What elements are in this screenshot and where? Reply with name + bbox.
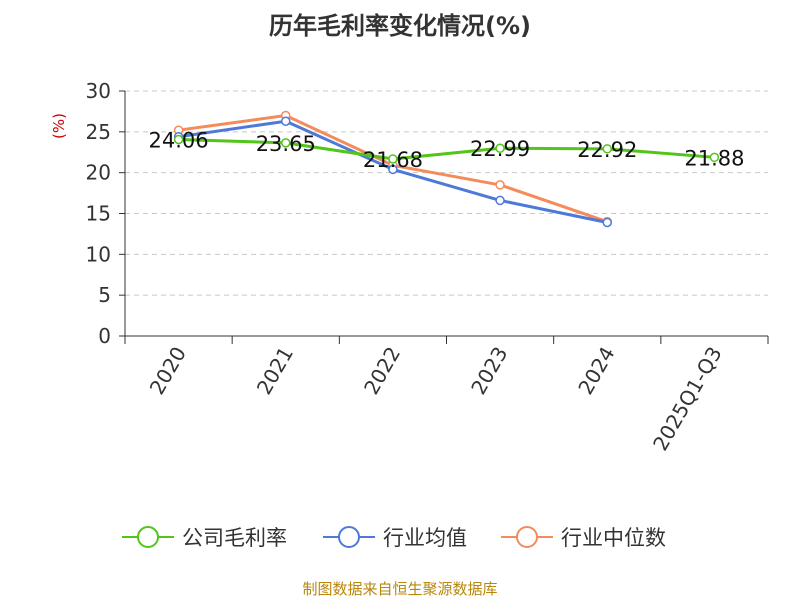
- data-point: [388, 154, 398, 164]
- data-point: [495, 143, 505, 153]
- data-point: [281, 138, 291, 148]
- data-label: 24.06: [149, 129, 209, 153]
- source-footer: 制图数据来自恒生聚源数据库: [302, 580, 498, 598]
- x-tick-labels: 2020 2021 2022 2023 2024 2025Q1-Q3: [145, 343, 727, 455]
- data-point: [495, 195, 505, 206]
- x-tick-label: 2024: [573, 343, 619, 399]
- axes: [119, 90, 769, 344]
- legend-item: 行业均值: [323, 526, 467, 550]
- legend-label: 行业中位数: [561, 526, 666, 550]
- data-point: [495, 180, 505, 190]
- data-point: [602, 144, 612, 154]
- data-label: 21.88: [684, 146, 744, 170]
- data-labels: 24.06 23.65 21.68 22.99 22.92 21.88: [149, 129, 745, 172]
- legend-marker: [338, 526, 360, 548]
- x-tick-label: 2020: [145, 343, 191, 399]
- y-tick-label: 20: [86, 161, 111, 185]
- y-tick-label: 15: [86, 202, 111, 226]
- legend-marker: [516, 526, 538, 548]
- y-tick-label: 30: [86, 79, 111, 103]
- data-label: 22.92: [577, 138, 637, 162]
- legend-marker: [137, 526, 159, 548]
- grid-lines: [125, 90, 768, 296]
- data-point: [173, 134, 184, 145]
- legend-label: 公司毛利率: [182, 526, 287, 550]
- legend-item: 行业中位数: [501, 526, 666, 550]
- series-lines: [173, 110, 720, 228]
- legend: 公司毛利率 行业均值 行业中位数: [122, 526, 666, 550]
- series-line: [178, 138, 715, 161]
- data-point: [709, 152, 720, 163]
- legend-item: 公司毛利率: [122, 526, 287, 550]
- y-tick-label: 10: [86, 242, 111, 266]
- data-point: [388, 164, 398, 175]
- y-axis-label: (%): [50, 113, 68, 139]
- x-tick-label: 2023: [466, 343, 512, 399]
- x-tick-label: 2025Q1-Q3: [648, 343, 727, 455]
- data-point: [602, 217, 612, 228]
- chart-title: 历年毛利率变化情况(%): [269, 12, 531, 40]
- data-label: 23.65: [256, 132, 316, 156]
- y-tick-label: 5: [98, 283, 111, 307]
- x-tick-label: 2022: [359, 343, 405, 399]
- data-label: 22.99: [470, 137, 530, 161]
- x-tick-label: 2021: [252, 343, 298, 399]
- y-tick-label: 0: [98, 324, 111, 348]
- y-tick-label: 25: [86, 120, 111, 144]
- data-point: [281, 116, 291, 126]
- data-label: 21.68: [363, 148, 423, 172]
- y-tick-labels: 0 5 10 15 20 25 30: [86, 79, 111, 348]
- legend-label: 行业均值: [383, 526, 467, 550]
